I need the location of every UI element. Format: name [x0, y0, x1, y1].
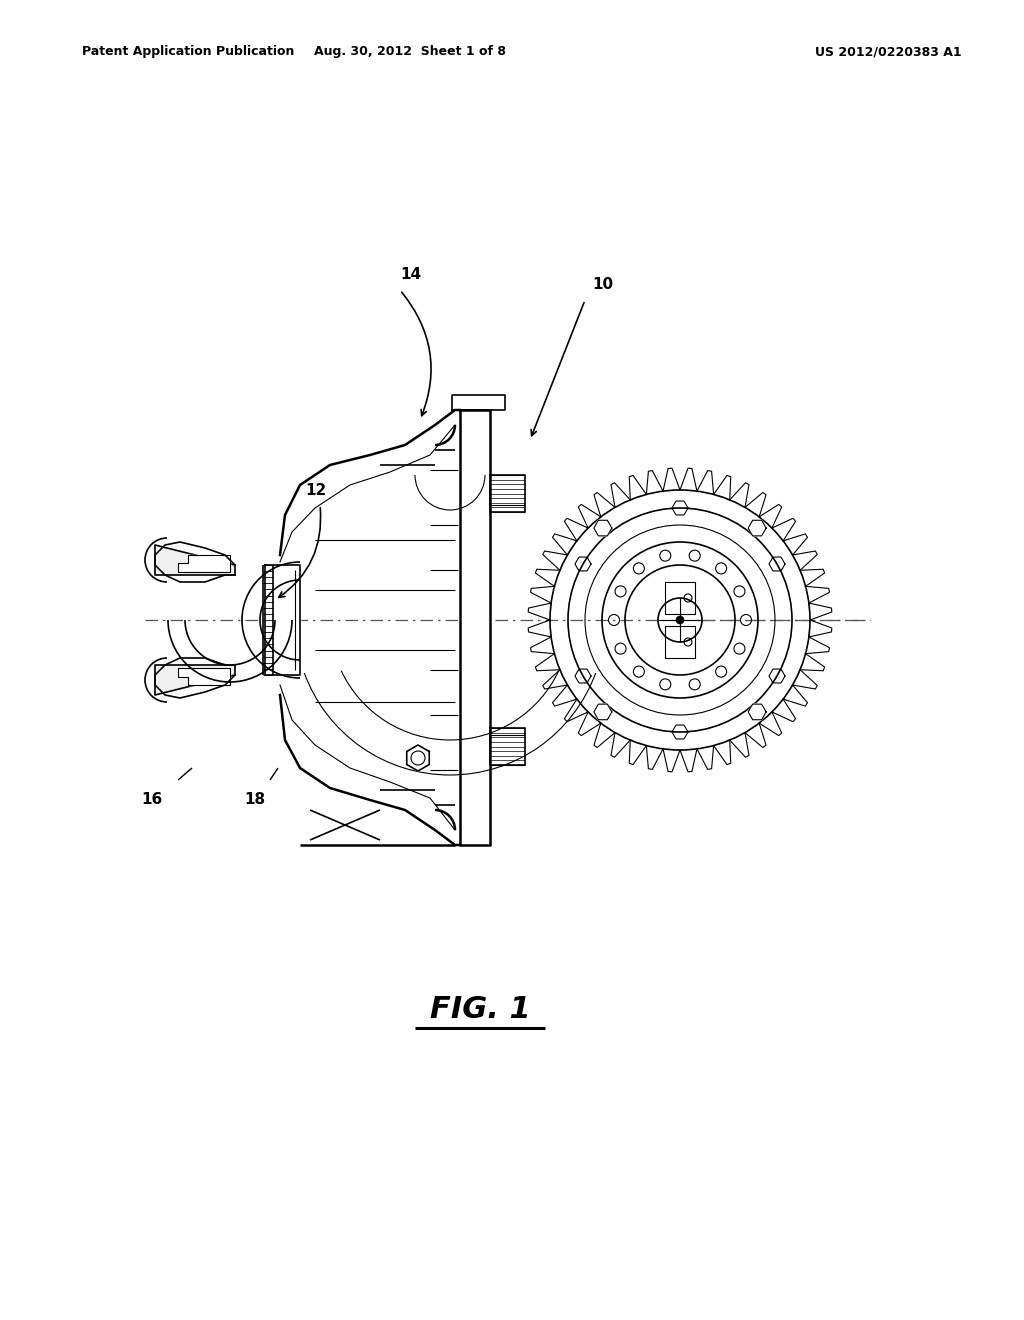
Text: 12: 12: [305, 483, 327, 498]
Polygon shape: [749, 520, 766, 536]
Text: 18: 18: [245, 792, 265, 807]
Polygon shape: [460, 411, 490, 845]
Polygon shape: [265, 565, 300, 675]
Text: 16: 16: [141, 792, 163, 807]
Polygon shape: [749, 704, 766, 719]
Text: Patent Application Publication: Patent Application Publication: [82, 45, 294, 58]
Text: Aug. 30, 2012  Sheet 1 of 8: Aug. 30, 2012 Sheet 1 of 8: [314, 45, 506, 58]
Text: US 2012/0220383 A1: US 2012/0220383 A1: [815, 45, 962, 58]
Polygon shape: [665, 582, 695, 614]
Polygon shape: [594, 520, 612, 536]
Polygon shape: [407, 744, 429, 771]
Polygon shape: [594, 704, 612, 719]
Text: FIG. 1: FIG. 1: [430, 995, 530, 1024]
Polygon shape: [452, 395, 505, 411]
Polygon shape: [490, 475, 525, 512]
Polygon shape: [155, 665, 234, 696]
Polygon shape: [665, 626, 695, 657]
Polygon shape: [490, 729, 525, 766]
Text: 14: 14: [400, 267, 421, 282]
Text: 10: 10: [592, 277, 613, 292]
Polygon shape: [178, 668, 230, 685]
Polygon shape: [155, 545, 234, 576]
Circle shape: [676, 616, 684, 624]
Polygon shape: [178, 554, 230, 572]
